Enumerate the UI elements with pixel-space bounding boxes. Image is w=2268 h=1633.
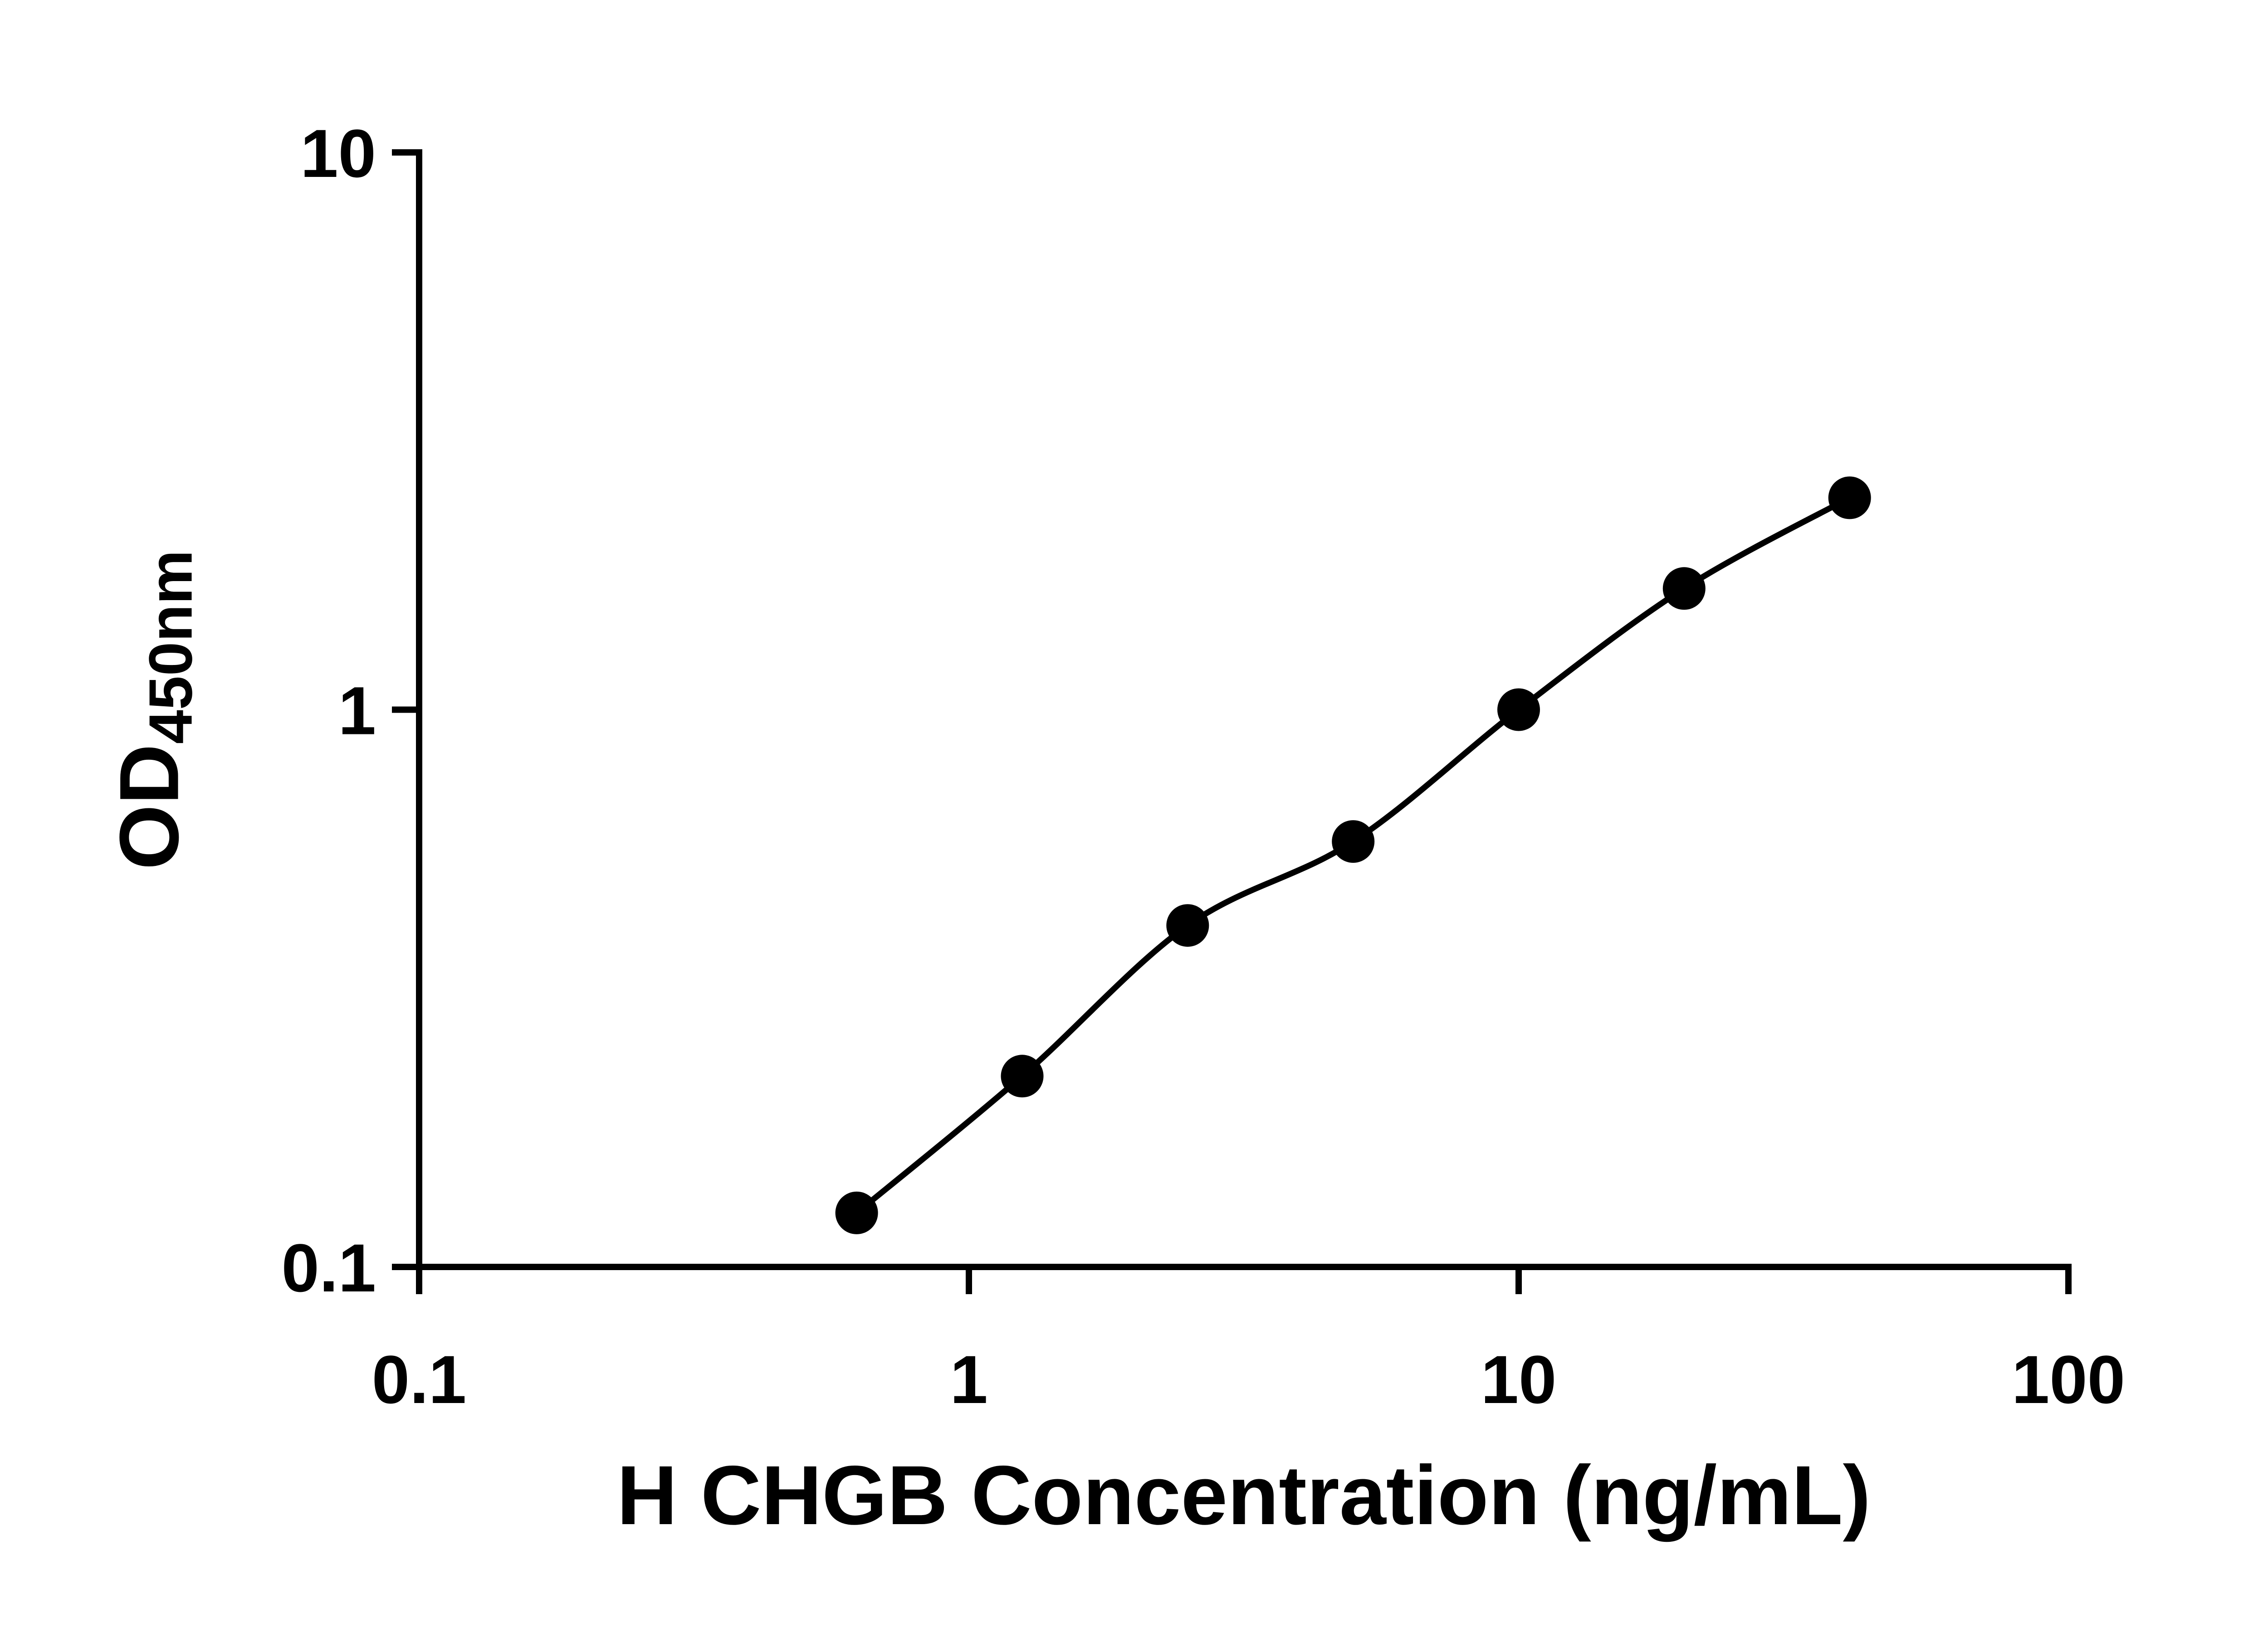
y-axis-tick-label: 0.1	[281, 1230, 376, 1306]
y-axis-tick-label: 1	[338, 673, 376, 749]
data-point-marker	[1662, 567, 1706, 610]
data-point-marker	[835, 1191, 878, 1234]
y-axis-tick-label: 10	[300, 115, 376, 191]
x-axis-tick-label: 1	[950, 1341, 987, 1418]
x-axis-title: H CHGB Concentration (ng/mL)	[616, 1449, 1871, 1542]
x-axis-tick-label: 0.1	[372, 1341, 467, 1418]
data-point-marker	[1166, 904, 1209, 947]
data-point-marker	[1001, 1055, 1044, 1098]
data-point-marker	[1828, 476, 1871, 519]
x-axis-tick-label: 100	[2012, 1341, 2125, 1418]
x-axis-tick-label: 10	[1481, 1341, 1557, 1418]
y-axis-title: OD450nm	[103, 550, 205, 870]
y-axis-title-subscript: 450nm	[136, 550, 205, 744]
y-axis-title-main: OD	[103, 744, 196, 870]
data-point-marker	[1497, 688, 1540, 731]
data-point-marker	[1332, 820, 1375, 863]
